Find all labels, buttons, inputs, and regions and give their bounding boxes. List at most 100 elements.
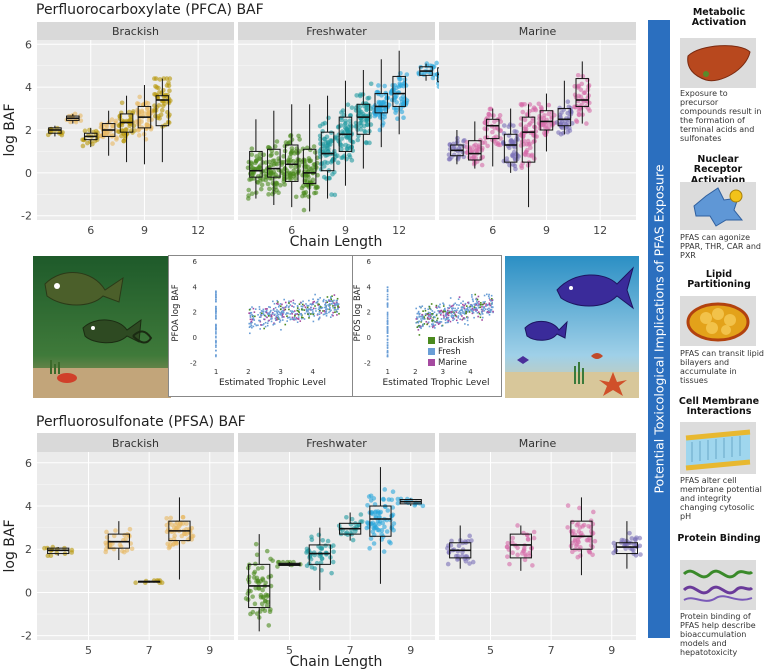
data-point [353, 108, 359, 113]
data-point [373, 525, 378, 530]
scatter-point [426, 316, 429, 319]
data-point [329, 570, 334, 576]
scatter-point [457, 312, 460, 314]
scatter-point [215, 305, 217, 308]
x-tick-label: 7 [548, 644, 555, 657]
scatter-point [306, 312, 309, 315]
scatter-point [316, 301, 318, 304]
data-point [380, 120, 386, 126]
legend-swatch [428, 359, 435, 366]
x-tick-label: 2 [246, 368, 250, 376]
scatter-point [422, 323, 425, 326]
facet-label: Freshwater [306, 437, 367, 450]
scatter-point [466, 317, 469, 319]
data-point [542, 113, 547, 118]
data-point [587, 108, 592, 113]
y-tick-label: 6 [25, 38, 32, 51]
data-point [521, 546, 527, 551]
scatter-point [288, 300, 290, 303]
y-tick-label: 6 [25, 457, 32, 470]
scatter-point [467, 302, 470, 305]
scatter-point [481, 306, 483, 308]
scatter-point [330, 300, 332, 303]
data-point [127, 526, 133, 532]
scatter-point [429, 314, 431, 316]
scatter-point [324, 302, 327, 305]
legend-label: Marine [438, 358, 467, 368]
scatter-point [451, 309, 454, 311]
data-point [291, 168, 296, 173]
scatter-point [425, 320, 428, 323]
data-point [469, 538, 474, 543]
scatter-point [215, 313, 217, 315]
scatter-point [311, 309, 314, 311]
scatter-point [252, 317, 255, 319]
x-tick-label: 1 [386, 368, 390, 376]
data-point [492, 119, 497, 124]
data-point [109, 123, 115, 129]
scatter-point [333, 309, 336, 311]
data-point [566, 104, 572, 110]
scatter-point [420, 321, 422, 323]
box [575, 78, 590, 107]
facet-label: Freshwater [306, 25, 367, 38]
scatter-point [299, 320, 302, 322]
data-point [296, 133, 301, 139]
scatter-point [271, 317, 273, 320]
data-point [510, 139, 515, 145]
scatter-point [386, 349, 389, 352]
scatter-point [468, 309, 470, 312]
data-point [526, 153, 531, 158]
scatter-point [289, 304, 292, 306]
y-tick-label: 4 [193, 283, 198, 291]
scatter-point [475, 304, 478, 306]
scatter-point [215, 344, 217, 346]
scatter-point [386, 328, 389, 331]
scatter-point [288, 316, 291, 319]
data-point [430, 75, 436, 81]
scatter-point [249, 311, 252, 314]
data-point [340, 155, 346, 160]
data-point [421, 72, 427, 78]
data-point [573, 104, 578, 110]
x-tick-label: 7 [146, 644, 153, 657]
scatter-point [273, 302, 276, 305]
scatter-point [263, 313, 265, 316]
scatter-point [294, 313, 296, 316]
scatter-point [451, 316, 453, 318]
scatter-point [386, 350, 389, 353]
scatter-point [444, 310, 446, 313]
scatter-point [485, 305, 487, 307]
data-point [349, 105, 355, 110]
data-point [310, 177, 316, 183]
scatter-point [476, 301, 479, 304]
facet-panel [439, 452, 636, 640]
scatter-point [435, 314, 438, 317]
scatter-point [447, 312, 449, 314]
scatter-point [420, 319, 423, 322]
data-point [271, 169, 277, 175]
scatter-point [249, 308, 252, 310]
y-tick-label: 2 [25, 124, 32, 137]
scatter-point [436, 317, 439, 320]
scatter-point [455, 319, 458, 322]
data-point [509, 153, 515, 158]
data-point [270, 558, 275, 563]
scatter-point [488, 307, 490, 310]
scatter-point [266, 322, 269, 325]
scatter-point [324, 311, 326, 313]
scatter-point [215, 354, 217, 356]
data-point [253, 158, 259, 164]
data-point [259, 565, 265, 571]
scatter-point [336, 311, 339, 313]
data-point [456, 155, 461, 160]
data-point [350, 537, 356, 543]
data-point [372, 113, 378, 119]
scatter-point [386, 347, 389, 349]
scatter-point [280, 328, 282, 331]
data-point [335, 153, 340, 159]
data-point [565, 503, 571, 508]
scatter-point [386, 335, 389, 338]
scatter-point [471, 298, 474, 301]
metabolic-activation-heading: Metabolic Activation [691, 7, 747, 29]
